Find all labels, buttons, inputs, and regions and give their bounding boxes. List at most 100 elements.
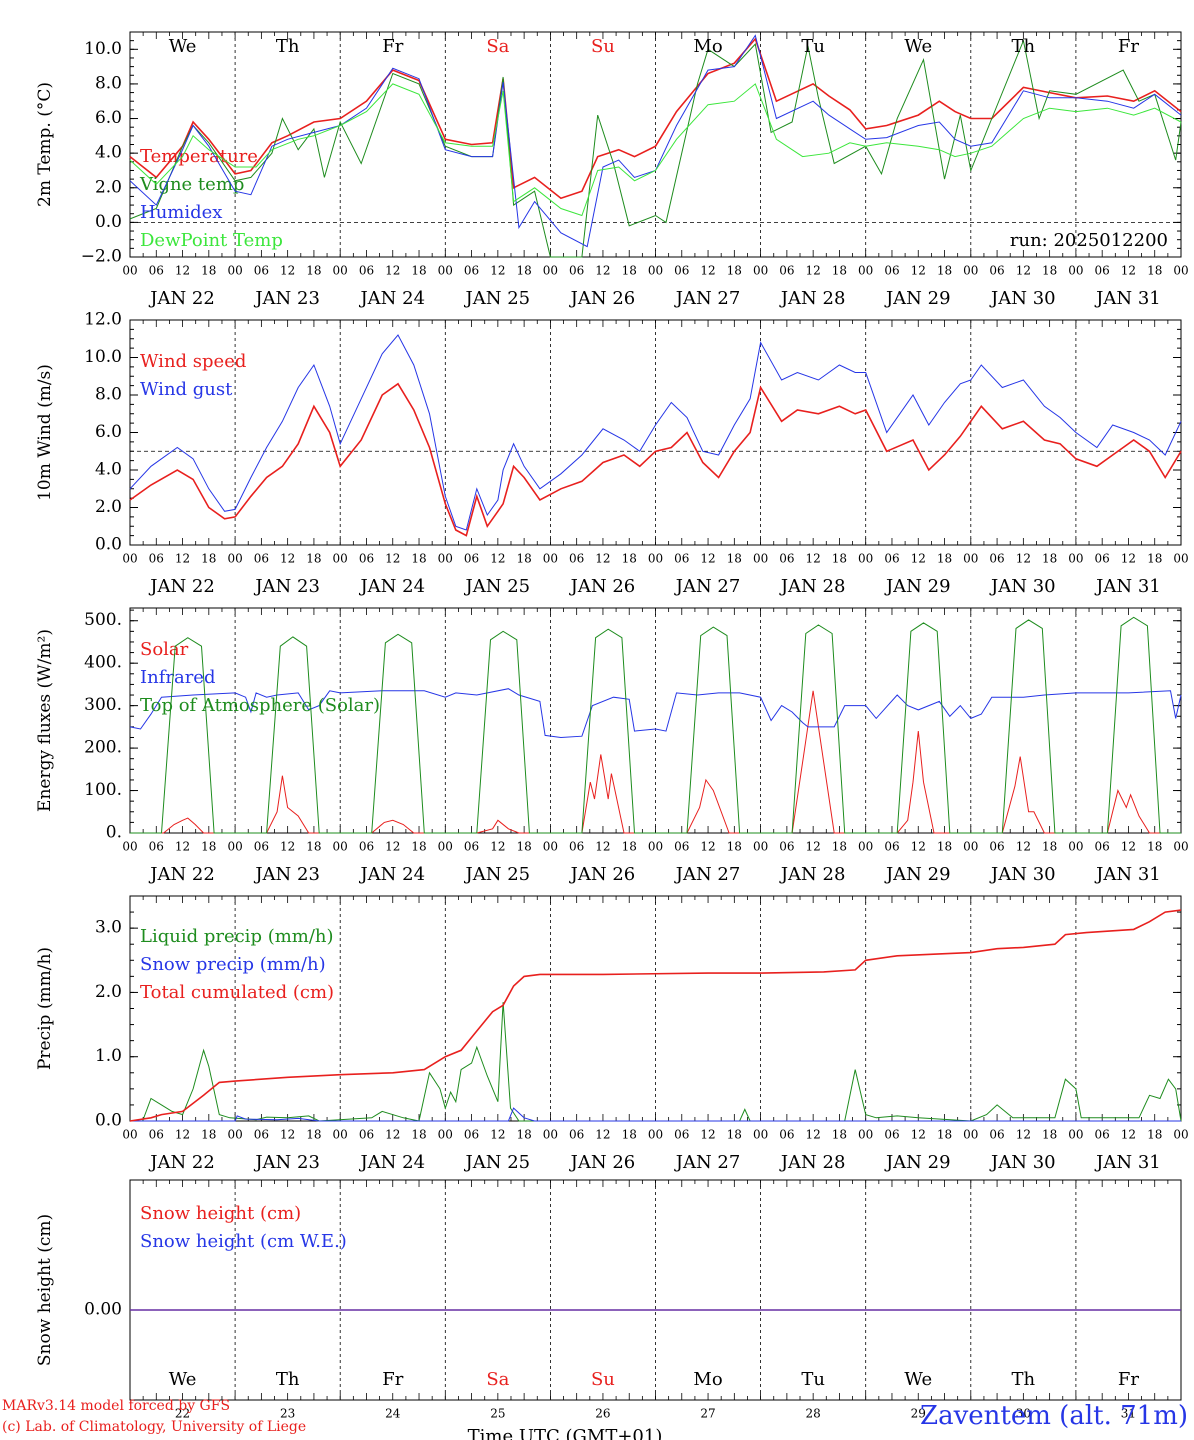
date-label: JAN 29 [884, 288, 951, 309]
date-label: JAN 23 [253, 864, 320, 885]
hour-label: 06 [149, 264, 164, 278]
hour-label: 18 [516, 840, 531, 854]
date-label: JAN 30 [989, 1152, 1056, 1173]
hour-label: 18 [622, 1128, 637, 1142]
hour-label: 18 [937, 264, 952, 278]
run-label: run: 2025012200 [1010, 230, 1168, 251]
hour-label: 18 [832, 552, 847, 566]
hour-label: 00 [122, 1128, 137, 1142]
hour-label: 12 [911, 264, 926, 278]
y-tick-label: 1.0 [95, 1046, 122, 1066]
date-label: JAN 31 [1094, 288, 1161, 309]
hour-label: 12 [1121, 552, 1136, 566]
hour-label: 06 [674, 264, 689, 278]
hour-label: 18 [306, 264, 321, 278]
date-label: JAN 30 [989, 864, 1056, 885]
hour-label: 00 [227, 840, 242, 854]
weekday-label: Sa [486, 36, 509, 57]
date-label: JAN 26 [569, 864, 636, 885]
hour-label: 12 [806, 264, 821, 278]
date-label: JAN 22 [148, 864, 215, 885]
hour-label: 06 [254, 1128, 269, 1142]
hour-label: 06 [1095, 264, 1110, 278]
y-tick-label: 0. [106, 823, 122, 843]
y-tick-label: 2.0 [95, 177, 122, 197]
hour-label: 12 [175, 840, 190, 854]
date-label: JAN 28 [779, 288, 846, 309]
date-label: JAN 24 [358, 576, 425, 597]
hour-label: 06 [359, 1128, 374, 1142]
hour-label: 00 [122, 552, 137, 566]
legend-label: Solar [140, 639, 189, 660]
hour-label: 00 [648, 1128, 663, 1142]
date-label: JAN 29 [884, 1152, 951, 1173]
hour-label: 18 [306, 1128, 321, 1142]
legend-label: Temperature [140, 146, 258, 167]
weekday-label: Su [591, 1369, 615, 1390]
model-credit: MARv3.14 model forced by GFS [2, 1398, 231, 1414]
y-tick-label: 0.0 [95, 535, 122, 555]
hour-label: 12 [911, 840, 926, 854]
day-number-label: 25 [490, 1407, 505, 1421]
hour-label: 18 [1147, 552, 1162, 566]
day-number-label: 27 [700, 1407, 715, 1421]
hour-label: 06 [254, 840, 269, 854]
hour-label: 00 [1068, 840, 1083, 854]
date-label: JAN 25 [464, 576, 531, 597]
hour-label: 12 [175, 264, 190, 278]
hour-label: 00 [543, 1128, 558, 1142]
hour-label: 00 [543, 264, 558, 278]
hour-label: 12 [490, 1128, 505, 1142]
weekday-label: We [904, 1369, 932, 1390]
hour-label: 00 [333, 1128, 348, 1142]
hour-label: 12 [700, 840, 715, 854]
y-axis-label: Snow height (cm) [35, 1214, 55, 1366]
hour-label: 06 [359, 840, 374, 854]
hour-label: 12 [806, 1128, 821, 1142]
hour-label: 18 [411, 840, 426, 854]
hour-label: 06 [149, 840, 164, 854]
hour-label: 18 [937, 840, 952, 854]
hour-label: 06 [464, 840, 479, 854]
legend-label: Humidex [140, 202, 222, 223]
date-label: JAN 24 [358, 1152, 425, 1173]
hour-label: 18 [1147, 840, 1162, 854]
hour-label: 06 [779, 264, 794, 278]
weekday-label: Th [1012, 36, 1036, 57]
hour-label: 00 [963, 1128, 978, 1142]
hour-label: 12 [1016, 552, 1031, 566]
legend-label: Wind speed [140, 351, 246, 372]
y-axis-label: Precip (mm/h) [35, 947, 55, 1070]
weekday-label: Tu [801, 36, 825, 57]
series-line-precip-0 [130, 1002, 1182, 1122]
y-axis-label: 10m Wind (m/s) [35, 364, 55, 501]
hour-label: 12 [1121, 264, 1136, 278]
hour-label: 12 [1016, 1128, 1031, 1142]
legend-label: Top of Atmosphere (Solar) [140, 695, 380, 716]
hour-label: 00 [648, 552, 663, 566]
legend-label: Liquid precip (mm/h) [140, 926, 334, 947]
y-tick-label: 3.0 [95, 918, 122, 938]
hour-label: 00 [1068, 264, 1083, 278]
hour-label: 12 [385, 552, 400, 566]
hour-label: 06 [359, 552, 374, 566]
hour-label: 06 [989, 1128, 1004, 1142]
hour-label: 12 [175, 1128, 190, 1142]
date-label: JAN 22 [148, 288, 215, 309]
hour-label: 18 [727, 1128, 742, 1142]
hour-label: 06 [569, 1128, 584, 1142]
y-tick-label: −2.0 [81, 247, 122, 267]
hour-label: 18 [201, 264, 216, 278]
hour-label: 00 [227, 1128, 242, 1142]
hour-label: 12 [385, 264, 400, 278]
weekday-label: We [169, 1369, 197, 1390]
day-number-label: 29 [911, 1407, 926, 1421]
hour-label: 12 [280, 552, 295, 566]
hour-label: 12 [806, 552, 821, 566]
legend-label: Snow precip (mm/h) [140, 954, 326, 975]
hour-label: 00 [858, 264, 873, 278]
hour-label: 12 [911, 1128, 926, 1142]
date-label: JAN 24 [358, 288, 425, 309]
hour-label: 18 [201, 840, 216, 854]
hour-label: 18 [411, 552, 426, 566]
